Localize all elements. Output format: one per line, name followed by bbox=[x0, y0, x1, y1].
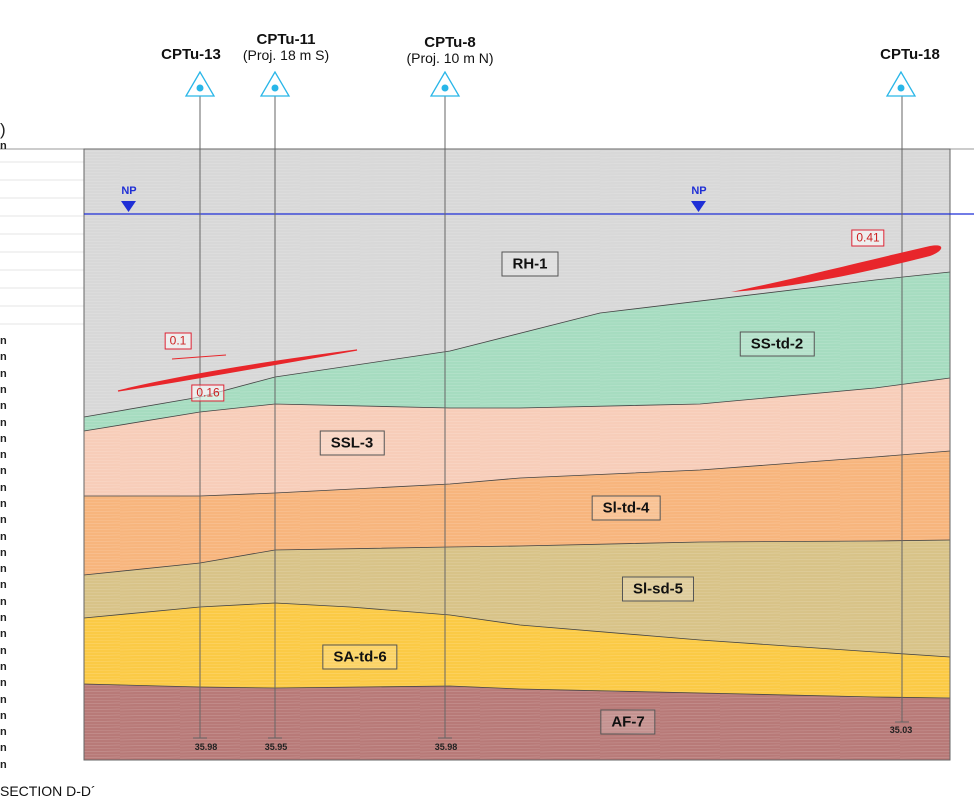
water-table-marker-left bbox=[121, 201, 136, 212]
cpt-13-marker-icon bbox=[184, 70, 216, 97]
cpt-boreholes bbox=[193, 96, 909, 739]
axis-fragment-glyph: n bbox=[0, 645, 7, 657]
layer-label-sl-td-4: Sl-td-4 bbox=[591, 495, 661, 521]
axis-fragment-glyph: n bbox=[0, 726, 7, 738]
section-title: SECTION D-D´ bbox=[0, 783, 96, 799]
axis-fragment-glyph: n bbox=[0, 417, 7, 429]
axis-fragment-glyph: n bbox=[0, 563, 7, 575]
cpt-18-name: CPTu-18 bbox=[880, 46, 940, 63]
layer-label-sl-sd-5: Sl-sd-5 bbox=[621, 576, 695, 602]
cpt-11-marker-icon bbox=[259, 70, 291, 97]
cpt-13-depth: 35.98 bbox=[194, 742, 218, 752]
lens-1-value-bottom: 0.16 bbox=[191, 384, 225, 402]
lens-1-value-top: 0.1 bbox=[164, 332, 192, 350]
cpt-8-note: (Proj. 10 m N) bbox=[406, 50, 494, 66]
axis-fragment-glyph: n bbox=[0, 368, 7, 380]
axis-fragment-glyph: n bbox=[0, 596, 7, 608]
cpt-18-title: CPTu-18 bbox=[880, 46, 940, 63]
axis-fragment-glyph: n bbox=[0, 140, 7, 152]
axis-fragment-glyph: n bbox=[0, 710, 7, 722]
water-table-label-left: NP bbox=[121, 185, 137, 197]
cpt-13-name: CPTu-13 bbox=[161, 46, 221, 63]
section-frame bbox=[83, 148, 951, 761]
axis-fragment-glyph: n bbox=[0, 612, 7, 624]
axis-fragment-glyph: n bbox=[0, 351, 7, 363]
cpt-8-marker-icon bbox=[429, 70, 461, 97]
cpt-markers bbox=[184, 70, 917, 97]
cpt-8-title: CPTu-8 (Proj. 10 m N) bbox=[406, 34, 493, 66]
cpt-11-name: CPTu-11 bbox=[256, 31, 316, 48]
water-table-marker-right bbox=[691, 201, 706, 212]
axis-fragment-glyph: n bbox=[0, 661, 7, 673]
texture-overlay bbox=[84, 149, 950, 760]
left-grid-lines bbox=[0, 161, 84, 325]
cpt-11-title: CPTu-11 (Proj. 18 m S) bbox=[243, 31, 329, 63]
axis-fragment-glyph: n bbox=[0, 547, 7, 559]
layer-label-sa-td-6: SA-td-6 bbox=[322, 644, 398, 670]
cpt-11-depth: 35.95 bbox=[264, 742, 288, 752]
cpt-18-marker-icon bbox=[885, 70, 917, 97]
layer-label-af-7: AF-7 bbox=[600, 709, 656, 735]
layer-label-rh-1: RH-1 bbox=[501, 251, 559, 277]
cpt-8-name: CPTu-8 bbox=[424, 34, 476, 51]
axis-fragment-glyph: n bbox=[0, 531, 7, 543]
cpt-13-title: CPTu-13 bbox=[161, 46, 221, 63]
lens-shape-1-tick bbox=[171, 354, 227, 360]
layer-label-ss-td-2: SS-td-2 bbox=[739, 331, 815, 357]
axis-fragment-glyph: n bbox=[0, 514, 7, 526]
axis-fragment-glyph: n bbox=[0, 677, 7, 689]
lens-shape-2 bbox=[731, 245, 942, 292]
layer-label-ssl-3: SSL-3 bbox=[319, 430, 385, 456]
axis-fragment-glyph: n bbox=[0, 465, 7, 477]
water-table-label-right: NP bbox=[691, 185, 707, 197]
lens-2-value: 0.41 bbox=[851, 229, 885, 247]
axis-fragment-glyph: n bbox=[0, 498, 7, 510]
cpt-18-depth: 35.03 bbox=[889, 725, 913, 735]
axis-fragment-glyph: n bbox=[0, 628, 7, 640]
axis-fragment-glyph: n bbox=[0, 482, 7, 494]
axis-fragment-glyph: n bbox=[0, 759, 7, 771]
cpt-11-note: (Proj. 18 m S) bbox=[242, 47, 330, 63]
layer-boundaries bbox=[83, 271, 951, 699]
axis-fragment-glyph: n bbox=[0, 579, 7, 591]
cpt-8-depth: 35.98 bbox=[434, 742, 458, 752]
axis-fragment-paren: ) bbox=[0, 120, 6, 139]
axis-fragment-glyph: n bbox=[0, 694, 7, 706]
lens-shape-1 bbox=[117, 349, 358, 392]
axis-fragment-glyph: n bbox=[0, 384, 7, 396]
axis-fragment-glyph: n bbox=[0, 433, 7, 445]
axis-fragment-glyph: n bbox=[0, 400, 7, 412]
axis-fragment-glyph: n bbox=[0, 335, 7, 347]
axis-fragment-glyph: n bbox=[0, 742, 7, 754]
axis-fragment-glyph: n bbox=[0, 449, 7, 461]
